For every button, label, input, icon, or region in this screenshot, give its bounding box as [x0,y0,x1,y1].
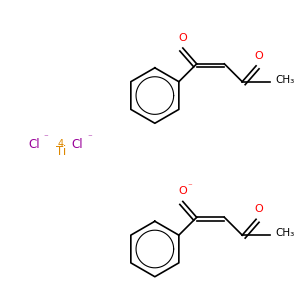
Text: Ti: Ti [56,146,66,158]
Text: Cl: Cl [28,138,40,151]
Text: CH₃: CH₃ [275,75,294,85]
Text: O: O [255,51,263,61]
Text: ⁻: ⁻ [87,134,92,142]
Text: ⁻: ⁻ [188,183,192,192]
Text: CH₃: CH₃ [275,228,294,238]
Text: Cl: Cl [72,138,83,151]
Text: ⁻: ⁻ [44,134,48,142]
Text: O: O [178,33,187,43]
Text: 4: 4 [58,139,64,149]
Text: O: O [178,185,187,196]
Text: O: O [255,204,263,214]
